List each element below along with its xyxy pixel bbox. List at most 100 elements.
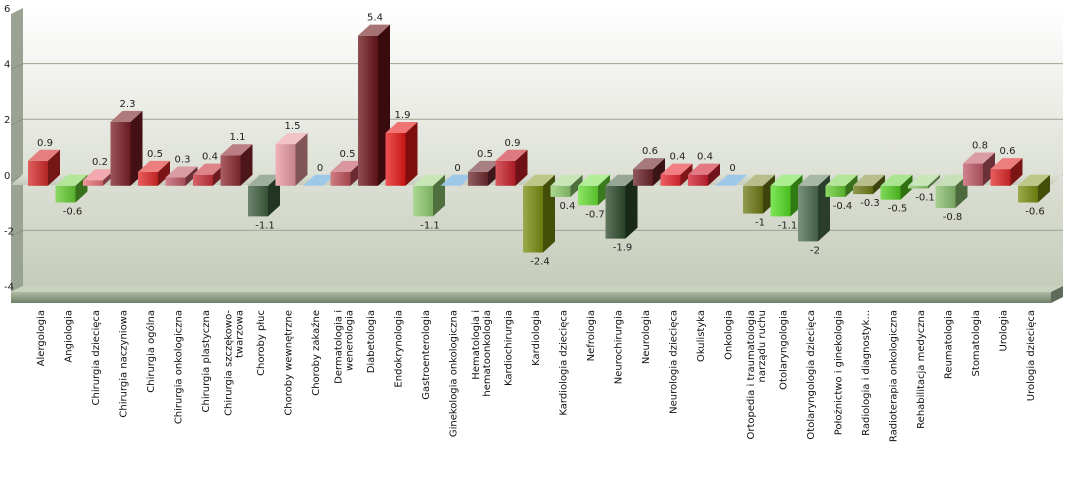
bar — [165, 166, 198, 186]
category-label: Otolaryngologia dziecięca — [806, 310, 817, 440]
data-label: 0.5 — [147, 149, 163, 160]
data-label: 0 — [729, 163, 735, 174]
bar-top — [358, 24, 390, 36]
bar-side — [295, 133, 308, 186]
category-label: Gastroenterologia — [421, 310, 432, 400]
bar-side — [48, 149, 60, 186]
category-label: Neurologia dziecięca — [669, 310, 680, 414]
bar-front — [908, 185, 928, 189]
bar-side — [598, 174, 610, 206]
bar-top — [908, 174, 940, 186]
bar-front — [138, 171, 158, 186]
category-label: Chirurgia ogólna — [145, 310, 157, 393]
bar-top — [688, 163, 720, 175]
data-label: 5.4 — [367, 13, 383, 24]
bar-top — [193, 163, 225, 175]
bar-top — [330, 160, 363, 172]
bar-top — [798, 174, 830, 186]
y-tick-label: 2 — [4, 115, 10, 126]
bar-front — [935, 185, 956, 209]
data-label: 0.6 — [642, 146, 658, 157]
bar — [385, 121, 418, 186]
category-label: Choroby zakaźne — [310, 310, 322, 396]
category-label: Stomatologia — [971, 310, 982, 376]
bar-top — [990, 158, 1023, 170]
bar-top — [110, 110, 143, 122]
bar-top — [935, 174, 968, 186]
data-label: 0.4 — [560, 201, 576, 212]
data-label: -0.6 — [63, 206, 83, 217]
data-label: 2.3 — [120, 99, 136, 110]
bar-front — [660, 174, 681, 186]
category-label: Kardiologia dziecięca — [559, 310, 570, 416]
bar-front — [1018, 185, 1038, 203]
data-label: 0.5 — [340, 149, 356, 160]
bar — [248, 174, 280, 217]
bar-top — [220, 144, 253, 156]
category-label: Angiologia — [64, 310, 75, 363]
bar-top — [440, 174, 473, 186]
bar-front — [468, 171, 488, 186]
base-slab-side — [1051, 286, 1063, 303]
bar-front — [798, 185, 818, 242]
bar-front — [770, 185, 791, 217]
data-label: 0.2 — [92, 157, 108, 168]
data-label: 0 — [317, 163, 323, 174]
bar-front — [743, 185, 763, 214]
data-label: 0 — [454, 163, 460, 174]
data-label: 1.5 — [285, 121, 301, 132]
bar-top — [28, 149, 60, 161]
bar — [220, 144, 253, 186]
category-label: Chirurgia plastyczna — [201, 310, 212, 412]
bar-front — [963, 163, 983, 186]
bar — [550, 174, 583, 197]
bar-front — [330, 171, 351, 186]
category-label: Neurologia — [641, 310, 652, 364]
bar — [935, 174, 968, 209]
data-label: -2.4 — [530, 257, 550, 268]
bar-front — [523, 185, 543, 253]
bar-top — [715, 174, 748, 186]
bar-side — [405, 121, 418, 186]
bar-front — [248, 185, 268, 217]
bar-side — [680, 163, 693, 186]
data-label: -0.5 — [888, 204, 908, 215]
bar — [798, 174, 830, 242]
category-label: Kardiochirurgia — [504, 310, 515, 386]
bar-front — [110, 121, 131, 186]
bar — [28, 149, 60, 186]
bar-top — [138, 160, 170, 172]
data-label: 1.1 — [230, 132, 246, 143]
bar-top — [578, 174, 610, 186]
bar-top — [413, 174, 445, 186]
bar-side — [653, 158, 665, 186]
bar-side — [625, 174, 638, 239]
base-slab-front — [11, 292, 1051, 303]
category-label: Endokrynologia — [394, 310, 405, 388]
y-axis-ticks: -4 -2 0 2 4 6 — [4, 4, 14, 293]
data-label: 0.3 — [175, 154, 191, 165]
category-label: Kardiologia — [531, 310, 542, 366]
category-label: Hematologia ihematoonkologia — [471, 310, 493, 397]
data-label: 0.9 — [37, 138, 53, 149]
bars — [28, 24, 1050, 253]
bar-front — [605, 185, 626, 239]
bar-front — [358, 35, 378, 186]
category-label: Chirurgia szczękowo-twarzowa — [224, 310, 246, 416]
bar — [110, 110, 143, 186]
bar-top — [963, 152, 995, 164]
gridline-side — [10, 174, 24, 182]
category-labels: Alergologia Angiologia Chirurgia dziecięca… — [36, 310, 1037, 442]
bar — [440, 174, 473, 186]
bar-top — [55, 174, 88, 186]
category-label: Alergologia — [36, 310, 47, 366]
data-label: 0.8 — [972, 141, 988, 152]
bar — [908, 174, 940, 189]
bar-front — [165, 177, 186, 186]
bar — [660, 163, 693, 186]
data-label: -1.9 — [613, 243, 633, 254]
bar-side — [1038, 174, 1050, 203]
data-label: -1 — [755, 218, 765, 229]
data-label: 0.4 — [697, 152, 713, 163]
category-label: Radioterapia onkologiczna — [889, 310, 900, 442]
